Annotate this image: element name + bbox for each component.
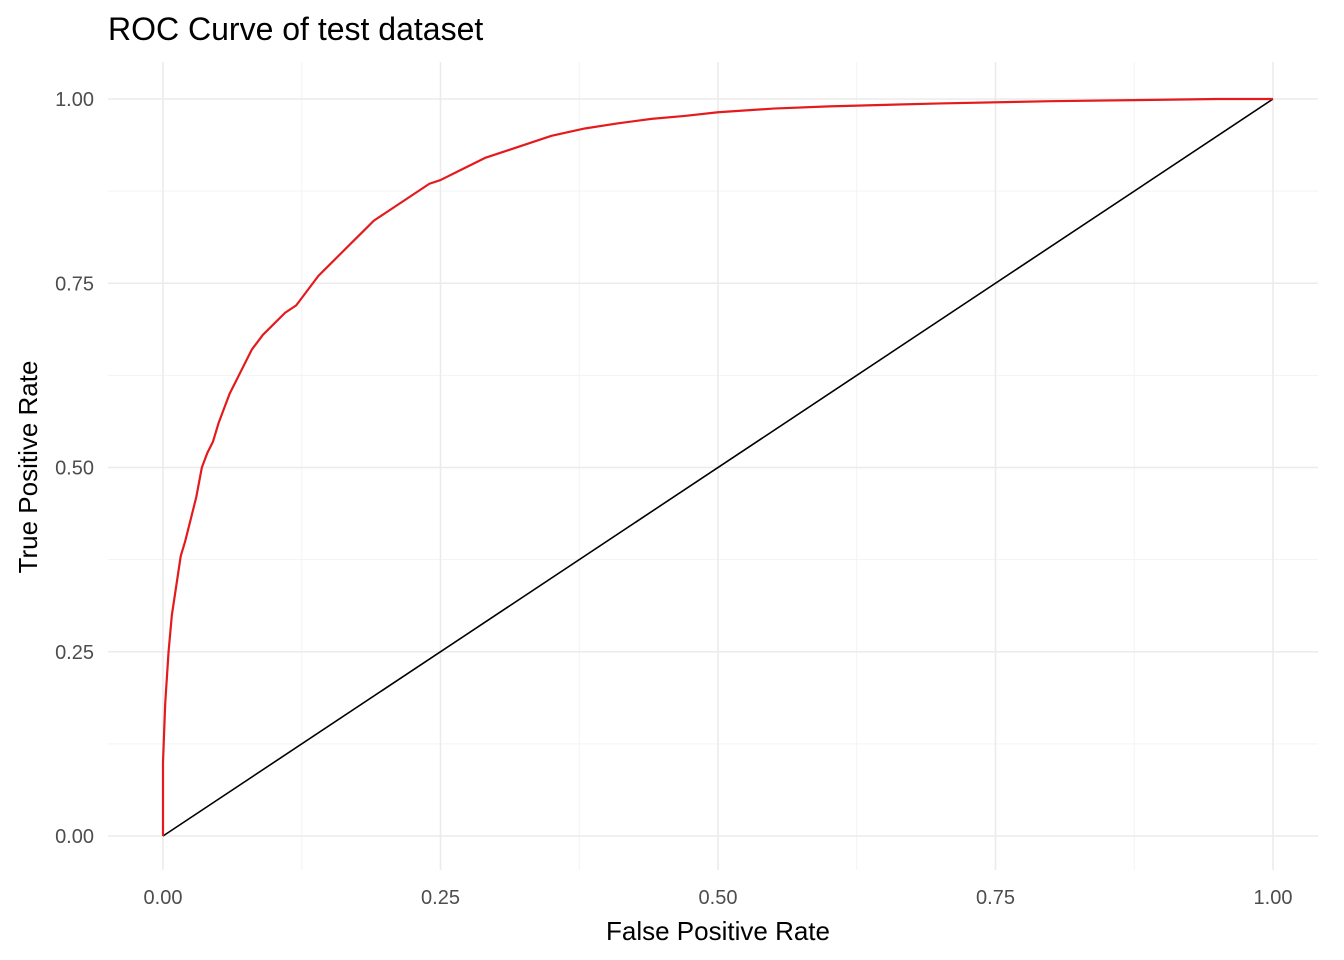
chart-title: ROC Curve of test dataset — [108, 11, 483, 47]
x-tick-label: 0.50 — [699, 887, 738, 909]
x-tick-label: 0.25 — [421, 887, 460, 909]
minor-gridlines — [108, 62, 1318, 870]
x-axis-title: False Positive Rate — [606, 916, 830, 946]
x-tick-label: 1.00 — [1254, 887, 1293, 909]
diagonal-reference-line — [162, 98, 1274, 837]
roc-curve-line — [161, 97, 1273, 836]
tick-labels: 0.00 0.25 0.50 0.75 1.00 0.00 0.25 0.50 0.75 1.00 — [55, 89, 1292, 909]
y-tick-label: 0.00 — [55, 826, 94, 848]
major-gridlines — [108, 62, 1318, 870]
y-tick-label: 0.50 — [55, 458, 94, 480]
x-tick-label: 0.75 — [976, 887, 1015, 909]
y-tick-label: 0.25 — [55, 642, 94, 664]
x-tick-label: 0.00 — [144, 887, 183, 909]
y-tick-label: 1.00 — [55, 89, 94, 111]
series-layer — [161, 97, 1274, 837]
y-axis-title: True Positive Rate — [13, 361, 43, 574]
y-tick-label: 0.75 — [55, 273, 94, 295]
